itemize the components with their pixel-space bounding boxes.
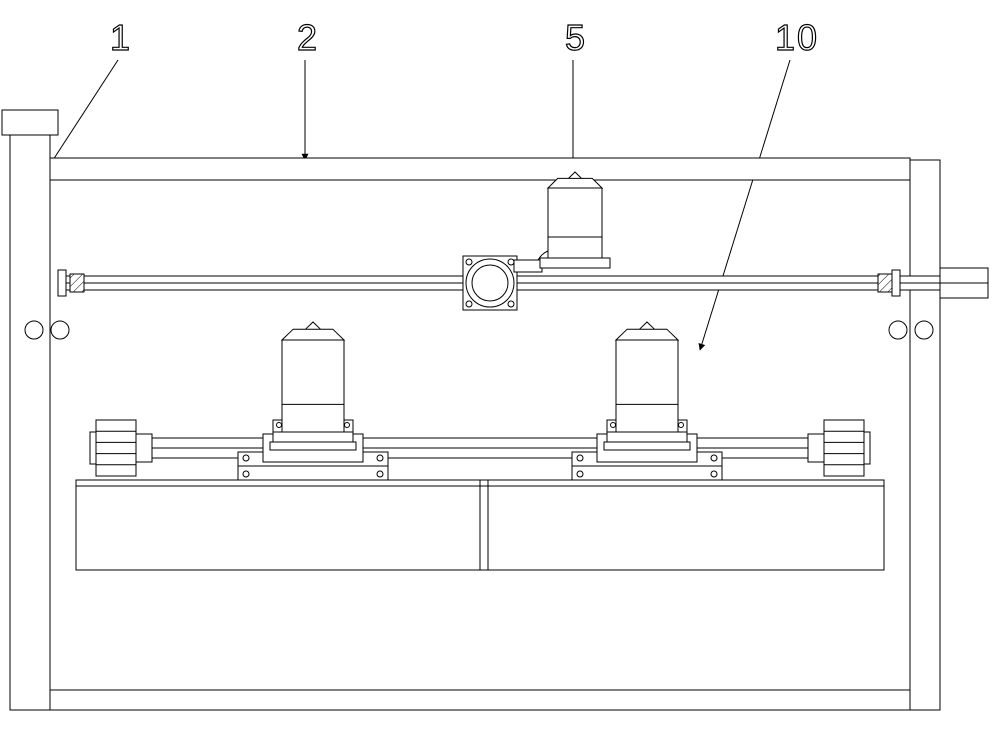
svg-text:1: 1	[110, 17, 132, 58]
end-drive	[808, 420, 864, 476]
top-motor	[540, 172, 610, 268]
rail-stop	[90, 432, 96, 464]
top-beam	[50, 158, 910, 180]
left-post-cap	[2, 110, 58, 135]
bolt	[466, 301, 472, 307]
leader-line	[700, 60, 790, 350]
svg-text:2: 2	[297, 17, 319, 58]
carriage-motor	[273, 322, 353, 442]
bolt	[508, 301, 514, 307]
label-1: 1	[110, 17, 132, 58]
label-5: 5	[565, 17, 587, 58]
left-post	[10, 130, 50, 710]
bolt	[466, 259, 472, 265]
side-hole	[889, 321, 907, 339]
rail-endcap	[878, 274, 892, 292]
side-hole	[915, 321, 933, 339]
rail-endcap	[70, 274, 84, 292]
svg-text:10: 10	[775, 17, 819, 58]
right-post	[910, 160, 940, 710]
side-hole	[25, 321, 43, 339]
rail-endcap	[58, 270, 66, 296]
svg-text:5: 5	[565, 17, 587, 58]
bolt	[508, 259, 514, 265]
side-hole	[51, 321, 69, 339]
elbow	[514, 260, 542, 272]
rail-endcap	[892, 270, 900, 296]
floor-beam	[50, 690, 910, 710]
label-2: 2	[297, 17, 319, 58]
end-drive	[96, 420, 152, 476]
label-10: 10	[775, 17, 819, 58]
carriage-motor	[607, 322, 687, 442]
rail-stop	[864, 432, 870, 464]
